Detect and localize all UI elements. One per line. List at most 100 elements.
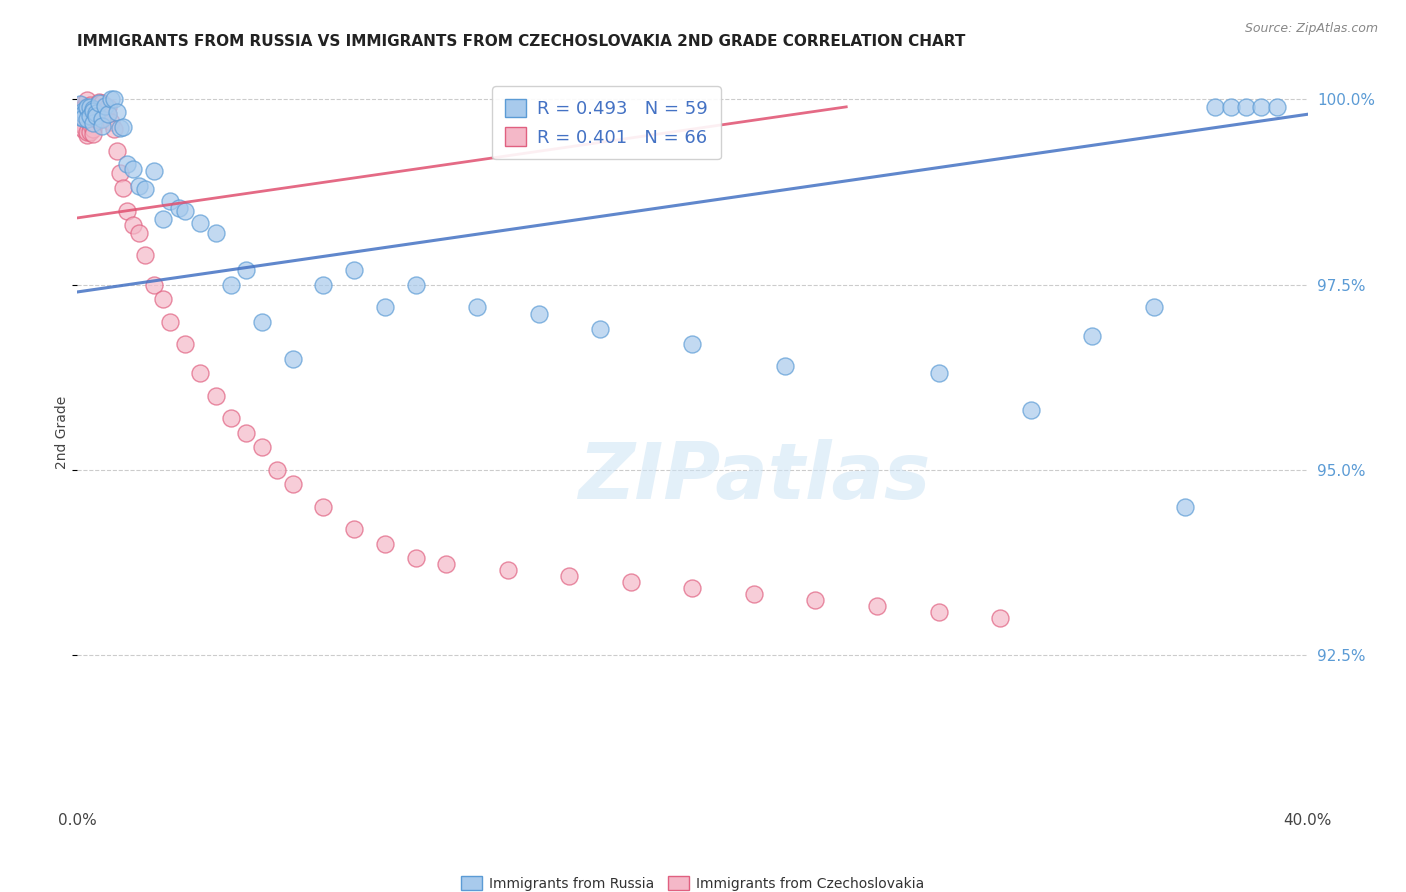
Point xyxy=(69,111,91,125)
Point xyxy=(152,211,174,226)
Point xyxy=(112,120,135,135)
Point xyxy=(84,112,107,127)
Point xyxy=(343,522,366,536)
Point xyxy=(72,106,94,120)
Point xyxy=(82,109,104,123)
Point xyxy=(79,117,101,131)
Point xyxy=(167,201,190,215)
Text: Source: ZipAtlas.com: Source: ZipAtlas.com xyxy=(1244,22,1378,36)
Point xyxy=(343,262,366,277)
Point xyxy=(76,93,98,107)
Point xyxy=(235,262,257,277)
Point xyxy=(465,300,488,314)
Point xyxy=(374,536,396,550)
Point xyxy=(312,500,335,514)
Legend: Immigrants from Russia, Immigrants from Czechoslovakia: Immigrants from Russia, Immigrants from … xyxy=(454,869,931,892)
Point xyxy=(76,112,98,126)
Point xyxy=(103,92,125,106)
Point xyxy=(82,127,104,141)
Point xyxy=(87,95,110,109)
Point xyxy=(82,103,104,118)
Text: IMMIGRANTS FROM RUSSIA VS IMMIGRANTS FROM CZECHOSLOVAKIA 2ND GRADE CORRELATION C: IMMIGRANTS FROM RUSSIA VS IMMIGRANTS FRO… xyxy=(77,34,966,49)
Point xyxy=(72,101,94,115)
Point xyxy=(94,104,117,119)
Point xyxy=(105,105,128,120)
Point xyxy=(281,477,304,491)
Point xyxy=(84,98,107,112)
Point xyxy=(110,121,132,136)
Point xyxy=(1250,100,1272,114)
Point xyxy=(1174,500,1197,514)
Point xyxy=(558,569,581,583)
Point xyxy=(72,102,94,116)
Point xyxy=(84,109,107,123)
Point xyxy=(82,115,104,129)
Point xyxy=(620,575,643,590)
Point xyxy=(90,111,114,125)
Point xyxy=(82,122,104,136)
Point xyxy=(174,336,197,351)
Point xyxy=(281,351,304,366)
Point xyxy=(773,359,796,373)
Point xyxy=(866,599,889,613)
Point xyxy=(128,226,150,240)
Point xyxy=(69,97,91,112)
Point xyxy=(87,113,110,128)
Point xyxy=(1081,329,1104,343)
Text: ZIPatlas: ZIPatlas xyxy=(578,439,931,515)
Point xyxy=(84,105,107,120)
Point xyxy=(100,92,122,106)
Point xyxy=(82,101,104,115)
Point xyxy=(219,410,242,425)
Point xyxy=(266,462,288,476)
Point xyxy=(100,114,122,128)
Point xyxy=(928,605,950,619)
Point xyxy=(110,166,132,180)
Point xyxy=(589,322,612,336)
Point xyxy=(121,161,143,176)
Point xyxy=(159,314,181,328)
Point xyxy=(76,101,98,115)
Point xyxy=(134,248,156,262)
Point xyxy=(69,98,91,112)
Point xyxy=(72,122,94,136)
Point xyxy=(1143,300,1166,314)
Point xyxy=(143,164,166,178)
Point xyxy=(82,104,104,119)
Point xyxy=(1219,100,1241,114)
Point xyxy=(69,112,91,127)
Point xyxy=(79,125,101,139)
Point xyxy=(90,95,114,110)
Point xyxy=(103,122,125,136)
Point xyxy=(84,106,107,120)
Point xyxy=(152,293,174,307)
Point xyxy=(97,107,120,121)
Point xyxy=(76,100,98,114)
Point xyxy=(235,425,257,440)
Point xyxy=(87,96,110,111)
Point xyxy=(112,181,135,195)
Point xyxy=(76,128,98,142)
Point xyxy=(188,367,212,381)
Point xyxy=(97,100,120,114)
Point xyxy=(682,336,704,351)
Point xyxy=(219,277,242,292)
Point xyxy=(250,314,273,328)
Point xyxy=(1265,100,1288,114)
Point xyxy=(496,563,519,577)
Point xyxy=(527,307,550,321)
Point xyxy=(988,610,1011,624)
Point xyxy=(79,100,101,114)
Point xyxy=(159,194,181,208)
Point xyxy=(97,107,120,121)
Point xyxy=(134,182,156,196)
Point xyxy=(79,106,101,120)
Point xyxy=(115,203,138,218)
Point xyxy=(188,216,212,230)
Point xyxy=(76,113,98,128)
Point xyxy=(82,102,104,116)
Point xyxy=(72,112,94,126)
Point xyxy=(79,98,101,112)
Point xyxy=(105,145,128,159)
Point xyxy=(69,117,91,131)
